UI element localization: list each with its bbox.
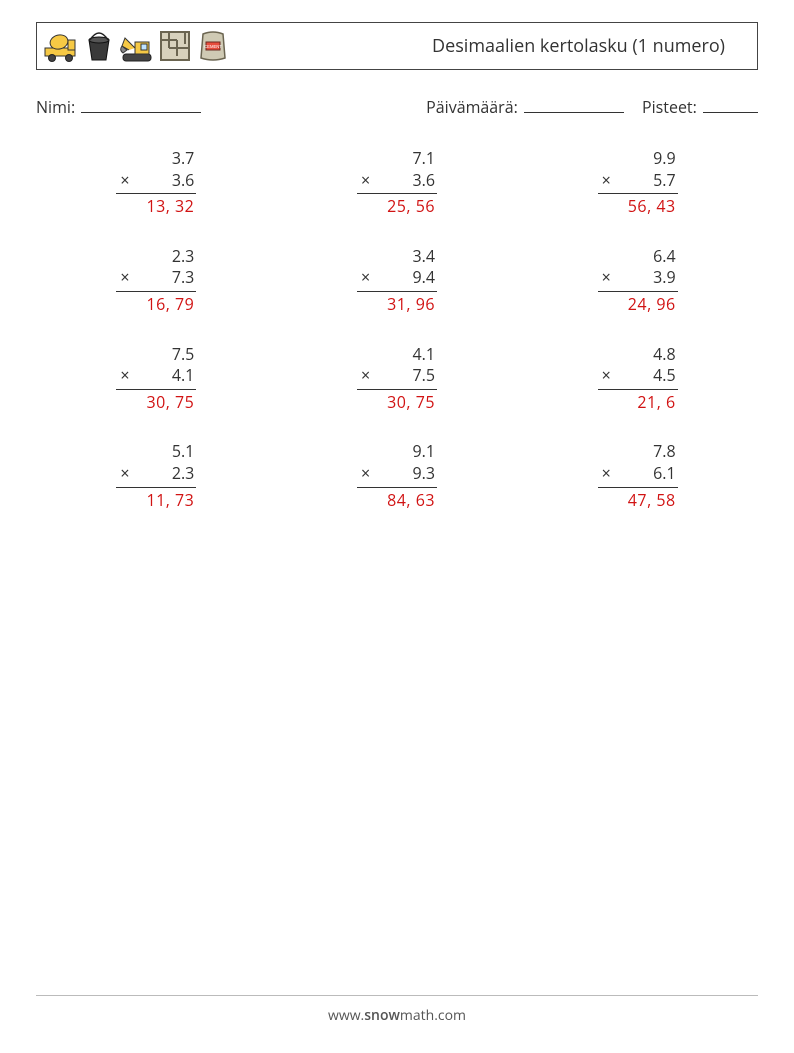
cement-truck-icon	[43, 28, 79, 64]
problem: 3.7× 3.6 13, 32	[56, 148, 257, 218]
answer: 24, 96	[598, 294, 678, 316]
operator: ×	[118, 170, 129, 192]
name-field: Nimi:	[36, 96, 201, 118]
multiplicand: 3.7	[116, 148, 196, 170]
maze-icon	[157, 28, 193, 64]
multiplicand: 7.1	[357, 148, 437, 170]
operator: ×	[600, 463, 611, 485]
answer: 11, 73	[116, 490, 196, 512]
multiplier-row: × 9.4	[357, 267, 437, 292]
multiplicand: 7.5	[116, 344, 196, 366]
operator: ×	[359, 170, 370, 192]
multiplier: 4.1	[172, 365, 195, 387]
footer-prefix: www.	[328, 1006, 364, 1025]
problems-grid: 3.7×3.613, 327.1×3.625, 569.9×5.756, 432…	[36, 148, 758, 511]
problem: 9.1× 9.3 84, 63	[297, 441, 498, 511]
problem: 7.8× 6.1 47, 58	[537, 441, 738, 511]
operator: ×	[359, 463, 370, 485]
multiplier-row: × 4.1	[116, 365, 196, 390]
problem: 2.3× 7.3 16, 79	[56, 246, 257, 316]
problem: 5.1× 2.3 11, 73	[56, 441, 257, 511]
multiplicand: 6.4	[598, 246, 678, 268]
operator: ×	[600, 267, 611, 289]
problem: 4.8× 4.5 21, 6	[537, 344, 738, 414]
footer-suffix: math.com	[400, 1006, 466, 1025]
footer-divider	[36, 995, 758, 996]
multiplier-row: × 7.3	[116, 267, 196, 292]
multiplier-row: × 3.6	[116, 170, 196, 195]
answer: 16, 79	[116, 294, 196, 316]
multiplicand: 4.1	[357, 344, 437, 366]
multiplier-row: × 4.5	[598, 365, 678, 390]
footer-bold: snow	[364, 1006, 400, 1025]
multiplier: 3.6	[172, 170, 195, 192]
multiplier: 3.6	[412, 170, 435, 192]
footer: www.snowmath.com	[0, 995, 794, 1025]
multiplier: 7.3	[172, 267, 195, 289]
operator: ×	[359, 365, 370, 387]
multiplier-row: × 2.3	[116, 463, 196, 488]
multiplier: 4.5	[653, 365, 676, 387]
date-blank[interactable]	[524, 97, 624, 113]
operator: ×	[359, 267, 370, 289]
operator: ×	[118, 365, 129, 387]
footer-text: www.snowmath.com	[0, 1006, 794, 1025]
bucket-icon	[81, 28, 117, 64]
problem: 7.1× 3.6 25, 56	[297, 148, 498, 218]
multiplier: 5.7	[653, 170, 676, 192]
operator: ×	[600, 365, 611, 387]
svg-text:CEMENT: CEMENT	[204, 44, 222, 49]
multiplicand: 9.1	[357, 441, 437, 463]
multiplicand: 9.9	[598, 148, 678, 170]
name-label: Nimi:	[36, 96, 75, 118]
multiplicand: 5.1	[116, 441, 196, 463]
multiplier: 9.3	[412, 463, 435, 485]
answer: 47, 58	[598, 490, 678, 512]
answer: 30, 75	[357, 392, 437, 414]
multiplier-row: × 7.5	[357, 365, 437, 390]
answer: 84, 63	[357, 490, 437, 512]
score-field: Pisteet:	[642, 96, 758, 118]
multiplier: 6.1	[653, 463, 676, 485]
excavator-icon	[119, 28, 155, 64]
operator: ×	[600, 170, 611, 192]
problem: 7.5× 4.1 30, 75	[56, 344, 257, 414]
multiplier: 3.9	[653, 267, 676, 289]
header-icons: CEMENT	[43, 28, 231, 64]
multiplier-row: × 3.6	[357, 170, 437, 195]
answer: 13, 32	[116, 196, 196, 218]
multiplicand: 2.3	[116, 246, 196, 268]
problem: 3.4× 9.4 31, 96	[297, 246, 498, 316]
problem: 4.1× 7.5 30, 75	[297, 344, 498, 414]
answer: 31, 96	[357, 294, 437, 316]
multiplier-row: × 3.9	[598, 267, 678, 292]
multiplicand: 3.4	[357, 246, 437, 268]
operator: ×	[118, 267, 129, 289]
answer: 25, 56	[357, 196, 437, 218]
multiplicand: 7.8	[598, 441, 678, 463]
answer: 56, 43	[598, 196, 678, 218]
score-blank[interactable]	[703, 97, 758, 113]
worksheet-title: Desimaalien kertolasku (1 numero)	[432, 34, 745, 58]
date-field: Päivämäärä:	[426, 96, 624, 118]
problem: 6.4× 3.9 24, 96	[537, 246, 738, 316]
score-label: Pisteet:	[642, 96, 697, 118]
header-box: CEMENT Desimaalien kertolasku (1 numero)	[36, 22, 758, 70]
multiplier: 7.5	[412, 365, 435, 387]
cement-bag-icon: CEMENT	[195, 28, 231, 64]
multiplier-row: × 5.7	[598, 170, 678, 195]
multiplier-row: × 9.3	[357, 463, 437, 488]
multiplier-row: × 6.1	[598, 463, 678, 488]
meta-row: Nimi: Päivämäärä: Pisteet:	[36, 96, 758, 118]
answer: 21, 6	[598, 392, 678, 414]
answer: 30, 75	[116, 392, 196, 414]
operator: ×	[118, 463, 129, 485]
name-blank[interactable]	[81, 97, 201, 113]
multiplicand: 4.8	[598, 344, 678, 366]
multiplier: 9.4	[412, 267, 435, 289]
problem: 9.9× 5.7 56, 43	[537, 148, 738, 218]
date-label: Päivämäärä:	[426, 96, 518, 118]
multiplier: 2.3	[172, 463, 195, 485]
